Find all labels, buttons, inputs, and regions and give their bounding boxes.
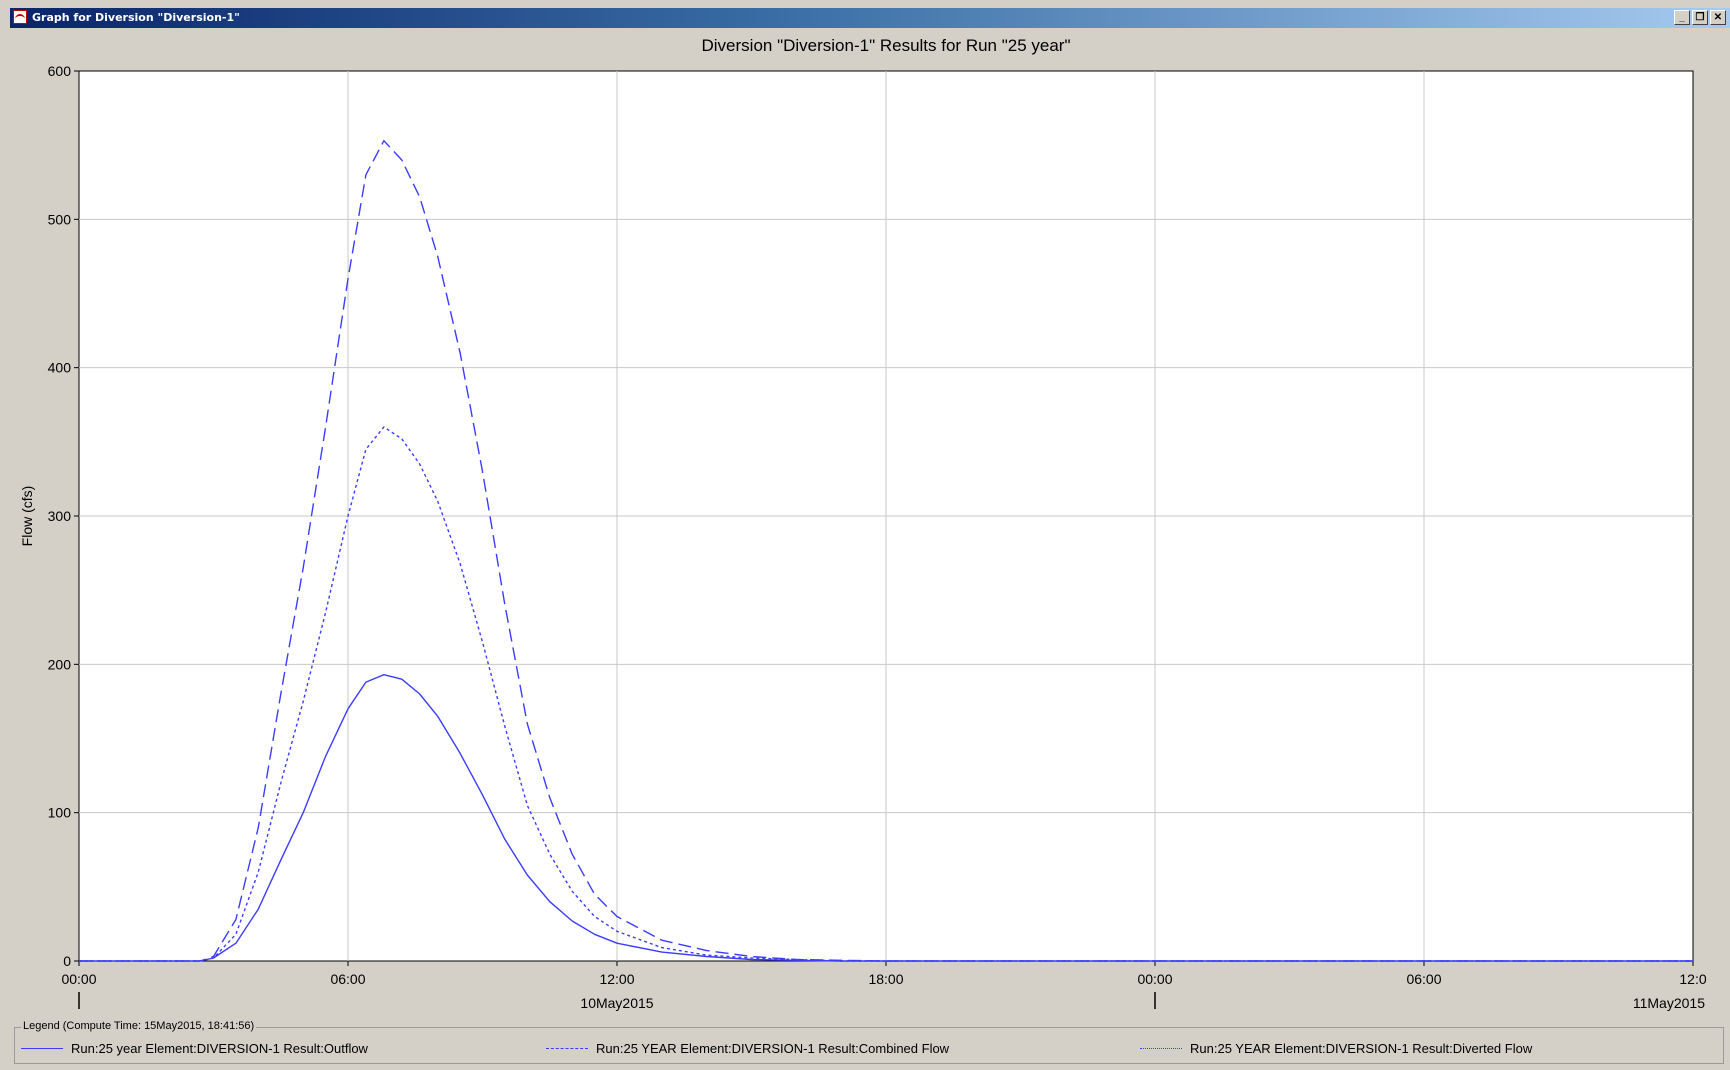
x-tick-label: 06:00 bbox=[330, 971, 365, 987]
y-tick-label: 500 bbox=[48, 211, 72, 227]
legend-item-diverted-flow: Run:25 YEAR Element:DIVERSION-1 Result:D… bbox=[1140, 1040, 1532, 1056]
legend-swatch-dashed bbox=[546, 1047, 588, 1049]
y-tick-label: 600 bbox=[48, 63, 72, 79]
window-controls: _ ❐ ✕ bbox=[1674, 10, 1726, 25]
legend-label-combined-flow: Run:25 YEAR Element:DIVERSION-1 Result:C… bbox=[596, 1040, 950, 1056]
legend-title: Legend (Compute Time: 15May2015, 18:41:5… bbox=[21, 1020, 257, 1032]
flow-chart: 0 100 200 300 400 500 600 00:00 06:00 12:00 18:00 0… bbox=[19, 36, 1707, 1011]
x-tick-label: 12:0 bbox=[1679, 971, 1706, 987]
y-tick-label: 400 bbox=[48, 360, 72, 376]
window-titlebar: Graph for Diversion "Diversion-1" _ ❐ ✕ bbox=[10, 8, 1730, 28]
legend: Legend (Compute Time: 15May2015, 18:41:5… bbox=[14, 1020, 1724, 1064]
series-line-solid bbox=[79, 674, 1693, 962]
x-tick-label: 06:00 bbox=[1406, 971, 1441, 987]
legend-item-outflow: Run:25 year Element:DIVERSION-1 Result:O… bbox=[21, 1040, 368, 1056]
legend-item-combined-flow: Run:25 YEAR Element:DIVERSION-1 Result:C… bbox=[546, 1040, 949, 1056]
legend-label-diverted-flow: Run:25 YEAR Element:DIVERSION-1 Result:D… bbox=[1190, 1040, 1533, 1056]
restore-button[interactable]: ❐ bbox=[1692, 10, 1708, 25]
app-icon bbox=[13, 10, 27, 24]
x-tick-label: 00:00 bbox=[1137, 971, 1172, 987]
window-title: Graph for Diversion "Diversion-1" bbox=[32, 11, 240, 24]
minimize-button[interactable]: _ bbox=[1674, 10, 1690, 25]
y-axis-label: Flow (cfs) bbox=[19, 486, 35, 547]
x-tick-label: 12:00 bbox=[599, 971, 634, 987]
chart-title: Diversion "Diversion-1" Results for Run … bbox=[702, 36, 1071, 55]
y-tick-label: 0 bbox=[63, 953, 71, 969]
legend-swatch-dotted bbox=[1140, 1047, 1182, 1049]
x-tick-label: 18:00 bbox=[868, 971, 903, 987]
legend-swatch-solid bbox=[21, 1047, 63, 1049]
date-label: 11May2015 bbox=[1633, 995, 1705, 1011]
date-label: 10May2015 bbox=[580, 995, 653, 1011]
y-tick-label: 300 bbox=[48, 508, 72, 524]
y-tick-label: 100 bbox=[48, 805, 72, 821]
legend-label-outflow: Run:25 year Element:DIVERSION-1 Result:O… bbox=[71, 1040, 368, 1056]
chart-area: 0 100 200 300 400 500 600 00:00 06:00 12:00 18:00 0… bbox=[0, 28, 1730, 1028]
series-line-dashed bbox=[79, 140, 1693, 962]
y-tick-label: 200 bbox=[48, 656, 72, 672]
close-button[interactable]: ✕ bbox=[1710, 10, 1726, 25]
x-tick-label: 00:00 bbox=[61, 971, 96, 987]
